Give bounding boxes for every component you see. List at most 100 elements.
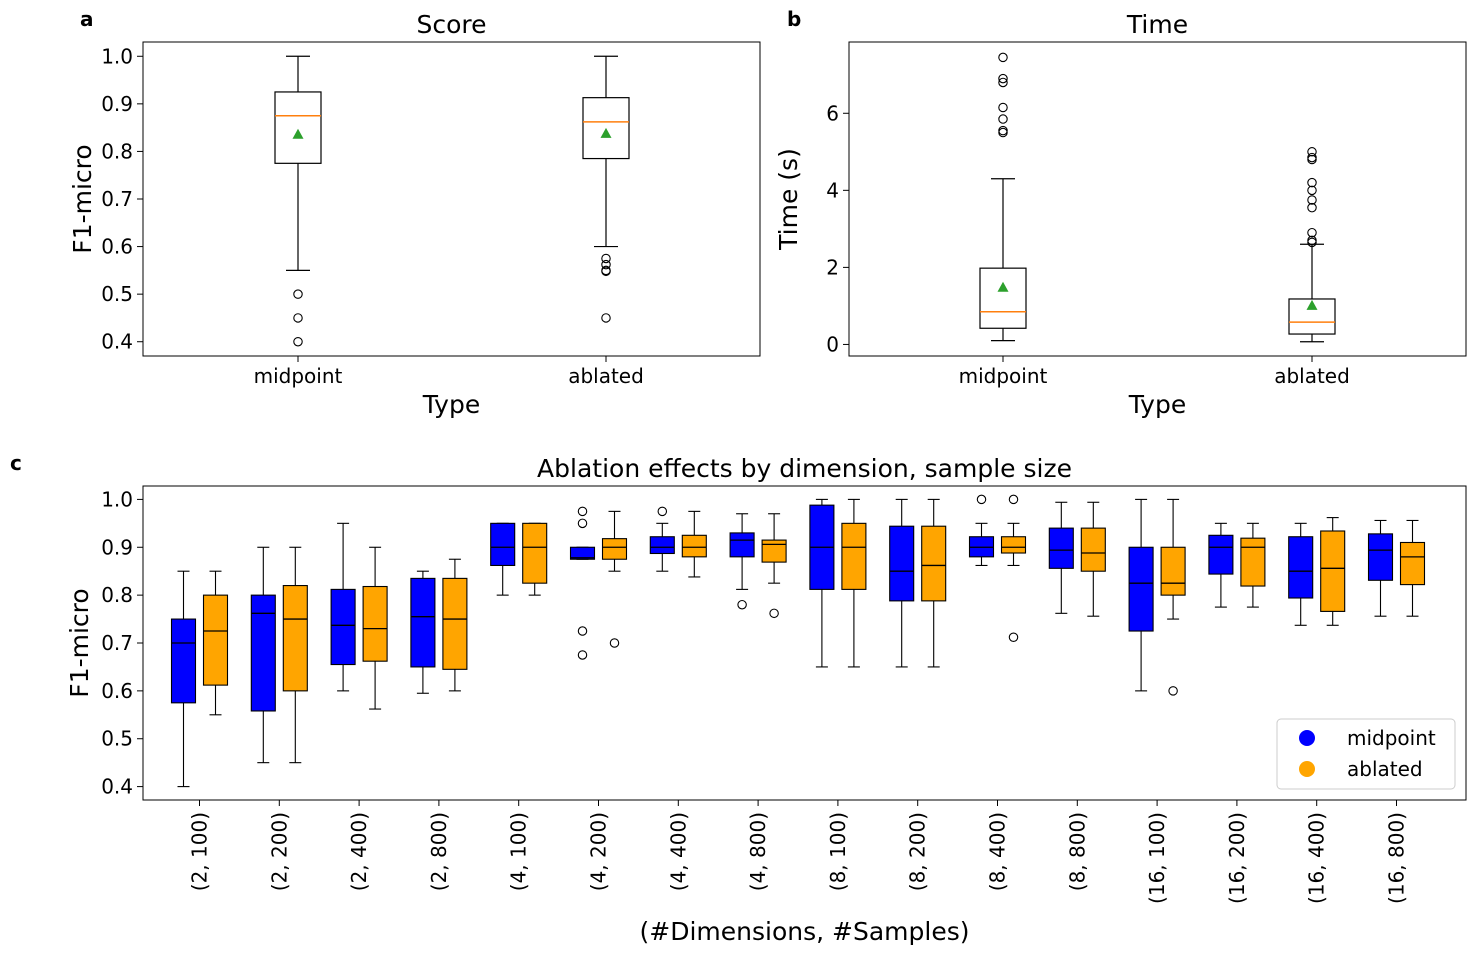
box-midpoint-outlier-point — [293, 313, 303, 323]
y-tick-label: 0.9 — [101, 92, 133, 116]
x-tick-label: (2, 800) — [427, 812, 451, 891]
box-ablated-outlier-point — [1307, 202, 1317, 213]
midpoint-box-iqr — [1208, 534, 1234, 575]
ablated-box-iqr — [601, 538, 628, 560]
ablated-box-iqr — [1160, 546, 1186, 596]
y-tick-label: 0.7 — [101, 187, 133, 211]
x-tick-label: (16, 200) — [1225, 812, 1249, 904]
y-tick-label: 0.8 — [101, 139, 133, 163]
x-tick-label: (4, 200) — [587, 812, 611, 891]
ablated-box-iqr — [1000, 536, 1027, 554]
box-ablated-outlier-point — [601, 259, 611, 270]
midpoint-box-iqr — [250, 594, 276, 712]
box-ablated-iqr-box — [582, 97, 630, 160]
midpoint-box-iqr — [1288, 536, 1314, 599]
panel-label-c: c — [10, 451, 22, 475]
box-midpoint-outlier-point — [293, 336, 303, 347]
chart-title: Time — [1126, 10, 1188, 39]
x-tick-label: (16, 800) — [1385, 812, 1409, 904]
legend-label-ablated: ablated — [1347, 757, 1423, 781]
x-tick-label: (2, 400) — [347, 812, 371, 891]
midpoint-box-iqr — [1367, 533, 1394, 581]
midpoint-box-iqr — [889, 525, 915, 602]
midpoint-box-outlier-point — [737, 599, 747, 610]
ablated-box-iqr — [761, 539, 787, 563]
plot-frame — [142, 41, 761, 357]
box-ablated-outlier-point — [1307, 195, 1317, 205]
ablated-box-outlier-point — [1008, 632, 1019, 643]
box-ablated-mean-marker — [600, 127, 612, 138]
ablated-box-iqr — [522, 522, 548, 584]
box-ablated-outlier-point — [1307, 152, 1317, 163]
y-tick-label: 0.4 — [101, 330, 133, 354]
y-tick-label: 0.8 — [101, 583, 133, 607]
plot-frame — [848, 41, 1467, 357]
box-ablated-outlier-point — [1307, 235, 1317, 246]
box-ablated-outlier-point — [601, 266, 611, 277]
x-tick-label: ablated — [568, 364, 644, 388]
midpoint-box-iqr — [490, 522, 516, 567]
y-tick-label: 0.9 — [101, 535, 133, 559]
box-midpoint-outlier-point — [998, 52, 1008, 63]
x-tick-label: midpoint — [959, 364, 1048, 388]
y-tick-label: 0.4 — [101, 775, 133, 799]
box-midpoint-outlier-point — [998, 73, 1008, 84]
x-axis-label: Type — [422, 390, 480, 419]
y-tick-label: 2 — [826, 255, 839, 279]
y-axis-label: F1-micro — [65, 588, 94, 697]
box-midpoint-mean-marker — [997, 281, 1009, 292]
x-axis-label: (#Dimensions, #Samples) — [640, 917, 970, 946]
score-boxplot-panel: Score Type F1-micro 0.4 0.5 0.6 0.7 0.8 0.9 1.0 mi… — [68, 10, 761, 419]
box-midpoint-outlier-point — [293, 289, 303, 299]
y-tick-label: 4 — [826, 178, 839, 202]
box-midpoint-outlier-point — [998, 102, 1008, 113]
midpoint-box-outlier-point — [577, 506, 588, 517]
y-tick-label: 0 — [826, 332, 839, 356]
legend-marker-ablated — [1299, 761, 1315, 777]
ablated-box-iqr — [362, 585, 388, 662]
midpoint-box-iqr — [1048, 527, 1074, 569]
midpoint-box-iqr — [410, 577, 436, 668]
x-axis-label: Type — [1128, 390, 1186, 419]
legend: midpoint ablated — [1276, 718, 1456, 790]
box-ablated-outlier-point — [601, 313, 611, 323]
y-tick-label: 1.0 — [101, 44, 133, 68]
x-tick-label: (8, 400) — [986, 812, 1010, 891]
midpoint-box-outlier-point — [577, 518, 588, 529]
x-tick-label: (8, 800) — [1065, 812, 1089, 891]
ablation-grouped-boxplot-panel: Ablation effects by dimension, sample si… — [65, 454, 1467, 946]
legend-marker-midpoint — [1299, 730, 1315, 746]
midpoint-box-iqr — [170, 618, 197, 704]
box-ablated-outlier-point — [1307, 154, 1317, 165]
ablated-box-iqr — [681, 534, 707, 558]
chart-title: Ablation effects by dimension, sample si… — [537, 454, 1072, 483]
ablated-box-iqr — [1080, 527, 1106, 572]
x-tick-label: (4, 400) — [666, 812, 690, 891]
ablated-box-iqr — [442, 577, 468, 670]
box-ablated-iqr-box — [1288, 298, 1336, 335]
y-tick-label: 0.6 — [101, 235, 133, 259]
ablated-box-iqr — [1320, 530, 1346, 612]
ablated-box-outlier-point — [1168, 686, 1178, 696]
box-ablated-outlier-point — [601, 253, 611, 264]
midpoint-box-iqr — [649, 536, 675, 555]
ablated-box-outlier-point — [1008, 494, 1019, 505]
x-tick-label: (2, 200) — [267, 812, 291, 891]
y-tick-label: 0.7 — [101, 631, 133, 655]
ablated-box-outlier-point — [769, 608, 779, 619]
panel-label-b: b — [787, 7, 801, 31]
x-tick-label: (4, 100) — [507, 812, 531, 891]
panel-label-a: a — [80, 7, 94, 31]
y-tick-label: 6 — [826, 101, 839, 125]
x-tick-label: (4, 800) — [746, 812, 770, 891]
x-tick-label: (8, 100) — [826, 812, 850, 891]
box-ablated-outlier-point — [1307, 147, 1317, 157]
box-ablated-outlier-point — [1307, 185, 1317, 196]
midpoint-box-outlier-point — [577, 626, 588, 636]
time-boxplot-panel: Time Type Time (s) 0 2 4 6 midpoint ablated — [774, 10, 1467, 419]
ablated-box-outlier-point — [609, 638, 620, 648]
box-midpoint-outlier-point — [998, 127, 1008, 138]
midpoint-box-iqr — [330, 588, 356, 666]
box-midpoint-mean-marker — [292, 128, 304, 139]
